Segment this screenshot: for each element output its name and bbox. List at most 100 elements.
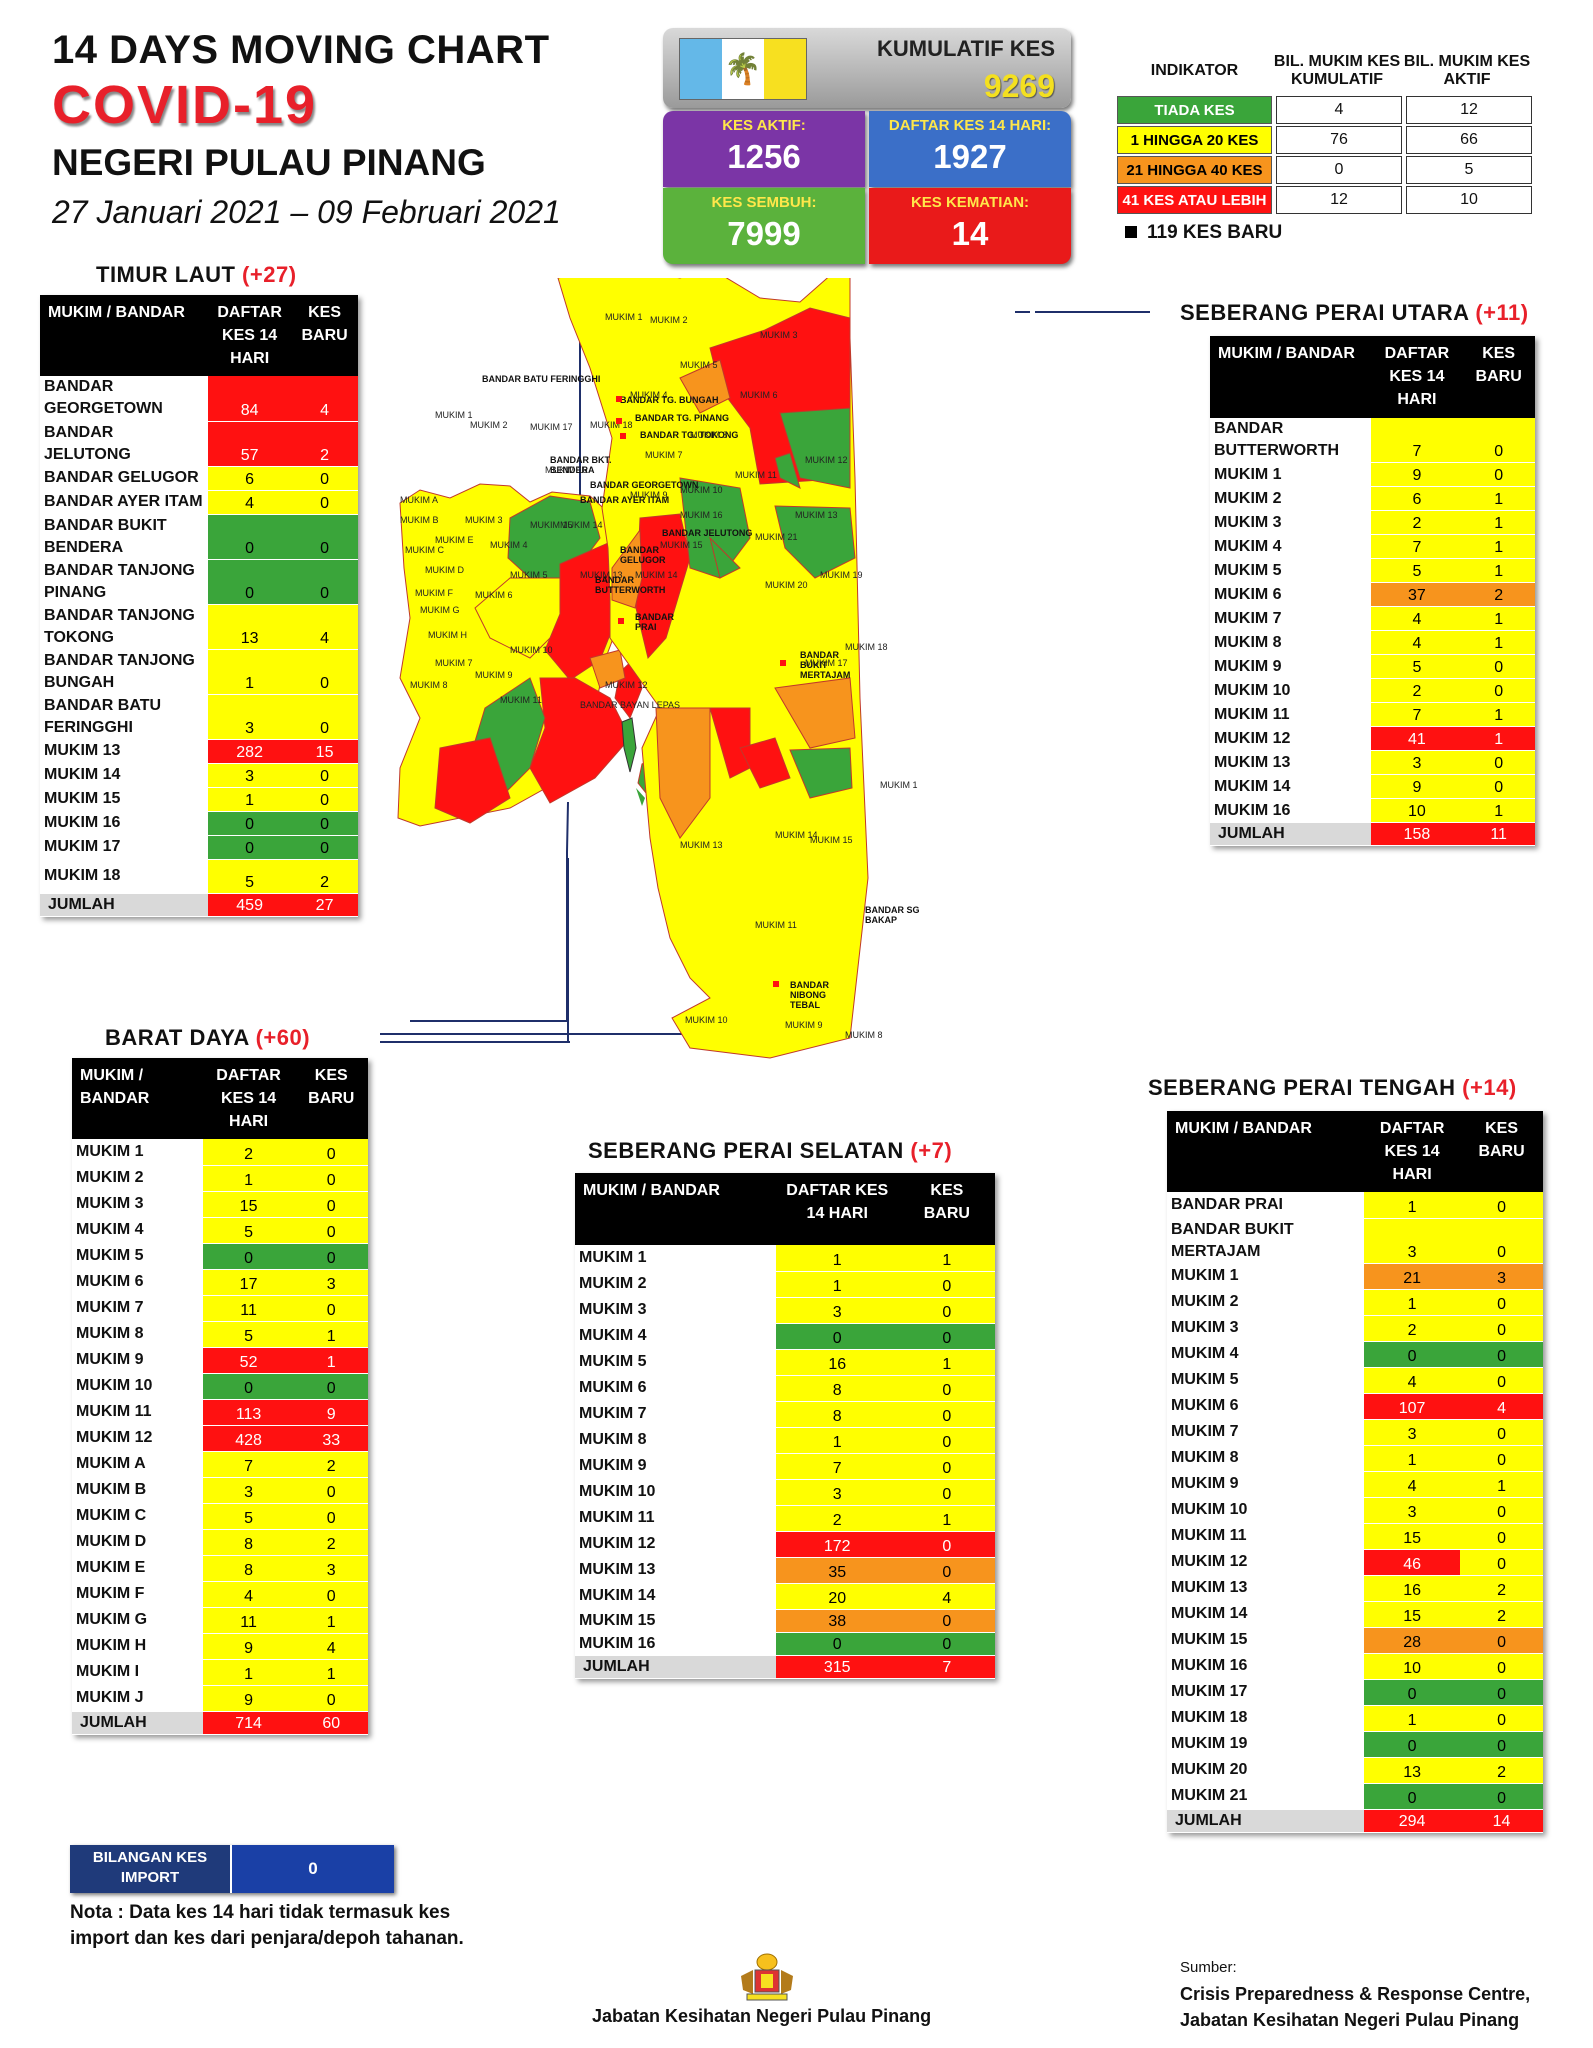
cases-14day-cell: 0 <box>1364 1679 1461 1706</box>
map-labels: BANDAR BATU FERINGGHI BANDAR TG. BUNGAH … <box>400 374 752 710</box>
new-cases-cell: 1 <box>1462 558 1535 583</box>
deaths-value: 14 <box>951 215 989 252</box>
table-row: MUKIM G 11 1 <box>72 1607 368 1634</box>
new-cases-cell: 0 <box>294 1685 368 1712</box>
cases-14day-cell: 41 <box>1371 726 1463 751</box>
svg-text:BANDAR GEORGETOWN: BANDAR GEORGETOWN <box>590 480 698 490</box>
table-row: BANDAR TANJONG TOKONG 13 4 <box>40 604 358 650</box>
table-header-row: MUKIM / BANDAR DAFTAR KES 14 HARI KES BARU <box>575 1173 995 1245</box>
cases-14day-cell: 46 <box>1364 1549 1461 1576</box>
indicator-col-active: BIL. MUKIM KES AKTIF <box>1403 53 1531 88</box>
table-row: MUKIM 12 46 0 <box>1167 1549 1543 1576</box>
svg-text:MUKIM 6: MUKIM 6 <box>475 590 513 600</box>
table-row: MUKIM 14 15 2 <box>1167 1601 1543 1628</box>
new-cases-cell: 0 <box>898 1609 995 1633</box>
new-cases-cell: 4 <box>294 1633 368 1660</box>
cases-14day-cell: 9 <box>202 1633 295 1660</box>
area-name-cell: MUKIM 21 <box>1167 1783 1365 1810</box>
cases-14day-cell: 2 <box>1371 510 1463 535</box>
svg-text:BANDAR JELUTONG: BANDAR JELUTONG <box>662 528 752 538</box>
column-header: KES BARU <box>291 295 358 376</box>
cases-14day-cell: 6 <box>208 466 292 491</box>
new-cases-cell: 2 <box>1462 582 1535 607</box>
indicator-active: 10 <box>1406 186 1532 214</box>
svg-text:MUKIM 9: MUKIM 9 <box>475 670 513 680</box>
svg-text:MUKIM 13: MUKIM 13 <box>795 510 838 520</box>
svg-text:MUKIM 12: MUKIM 12 <box>805 455 848 465</box>
registered-14day-tile: DAFTAR KES 14 HARI: 1927 <box>869 111 1071 187</box>
cases-14day-cell: 3 <box>775 1297 899 1324</box>
total-label: JUMLAH <box>40 893 209 917</box>
new-cases-cell: 4 <box>291 604 358 650</box>
svg-text:MUKIM 8: MUKIM 8 <box>845 1030 883 1040</box>
area-name-cell: MUKIM 14 <box>575 1583 776 1610</box>
new-cases-cell: 0 <box>898 1531 995 1558</box>
svg-text:MUKIM 4: MUKIM 4 <box>630 390 668 400</box>
date-range: 27 Januari 2021 – 09 Februari 2021 <box>52 194 561 230</box>
cases-14day-cell: 0 <box>208 514 292 560</box>
cases-14day-cell: 1 <box>1364 1705 1461 1732</box>
svg-text:MUKIM 11: MUKIM 11 <box>500 695 542 705</box>
table-row: MUKIM 7 11 0 <box>72 1295 368 1322</box>
area-name-cell: BANDAR BATU FERINGGHI <box>40 694 209 740</box>
total-value: 27 <box>291 893 358 917</box>
svg-text:BANDAR: BANDAR <box>800 650 839 660</box>
new-cases-cell: 0 <box>1460 1192 1543 1219</box>
new-cases-cell: 0 <box>291 559 358 605</box>
table-row: MUKIM 18 1 0 <box>1167 1705 1543 1732</box>
cases-14day-cell: 0 <box>775 1323 899 1350</box>
area-name-cell: BANDAR GEORGETOWN <box>40 376 209 422</box>
area-name-cell: MUKIM 15 <box>575 1609 776 1633</box>
cases-14day-cell: 4 <box>202 1581 295 1608</box>
table-header-row: MUKIM / BANDAR DAFTAR KES 14 HARI KES BARU <box>1167 1111 1543 1192</box>
cases-14day-cell: 8 <box>202 1555 295 1582</box>
table-row: BANDAR TANJONG PINANG 0 0 <box>40 559 358 605</box>
table-row: BANDAR PRAI 1 0 <box>1167 1192 1543 1219</box>
column-header: DAFTAR KES 14 HARI <box>1364 1111 1461 1192</box>
square-bullet-icon <box>1125 226 1137 238</box>
svg-text:BANDAR SG: BANDAR SG <box>865 905 920 915</box>
table-row: MUKIM 10 2 0 <box>1210 678 1535 703</box>
svg-text:MUKIM 14: MUKIM 14 <box>635 570 678 580</box>
area-name-cell: MUKIM 2 <box>1210 486 1372 511</box>
cases-14day-cell: 113 <box>202 1399 295 1426</box>
svg-text:MUKIM 2: MUKIM 2 <box>650 315 688 325</box>
sps-plus: (+7) <box>910 1138 953 1163</box>
cases-14day-cell: 0 <box>208 811 292 836</box>
svg-text:MUKIM 9: MUKIM 9 <box>630 490 668 500</box>
area-name-cell: MUKIM 11 <box>72 1399 203 1426</box>
new-cases-cell: 1 <box>1462 726 1535 751</box>
new-cases-cell: 0 <box>294 1165 368 1192</box>
new-cases-cell: 33 <box>294 1425 368 1452</box>
new-cases-cell: 4 <box>898 1583 995 1610</box>
cases-14day-cell: 15 <box>202 1191 295 1218</box>
svg-text:BANDAR TG. PINANG: BANDAR TG. PINANG <box>635 413 729 423</box>
cases-14day-cell: 7 <box>1371 534 1463 559</box>
cases-14day-cell: 7 <box>1371 418 1463 463</box>
new-cases-cell: 2 <box>291 859 358 894</box>
cases-14day-cell: 35 <box>775 1557 899 1584</box>
table-row: MUKIM 16 0 0 <box>575 1632 995 1656</box>
area-name-cell: MUKIM 16 <box>40 811 209 836</box>
new-cases-cell: 0 <box>898 1632 995 1656</box>
table-header-row: MUKIM / BANDAR DAFTAR KES 14 HARI KES BARU <box>40 295 358 376</box>
cases-14day-cell: 10 <box>1371 798 1463 823</box>
cases-14day-cell: 4 <box>1364 1367 1461 1394</box>
new-cases-cell: 0 <box>294 1373 368 1400</box>
svg-text:MUKIM 16: MUKIM 16 <box>680 510 723 520</box>
column-header: DAFTAR KES 14 HARI <box>1371 336 1463 418</box>
indicator-label: 1 HINGGA 20 KES <box>1117 126 1272 154</box>
new-cases-cell: 0 <box>1460 1445 1543 1472</box>
svg-text:MUKIM 10: MUKIM 10 <box>680 485 723 495</box>
registered-14day-value: 1927 <box>933 138 1007 175</box>
cumulative-label: KUMULATIF KES <box>876 36 1055 61</box>
cases-14day-cell: 20 <box>775 1583 899 1610</box>
spu-table: MUKIM / BANDAR DAFTAR KES 14 HARI KES BARU… <box>1210 336 1535 846</box>
table-row: MUKIM 14 9 0 <box>1210 774 1535 799</box>
